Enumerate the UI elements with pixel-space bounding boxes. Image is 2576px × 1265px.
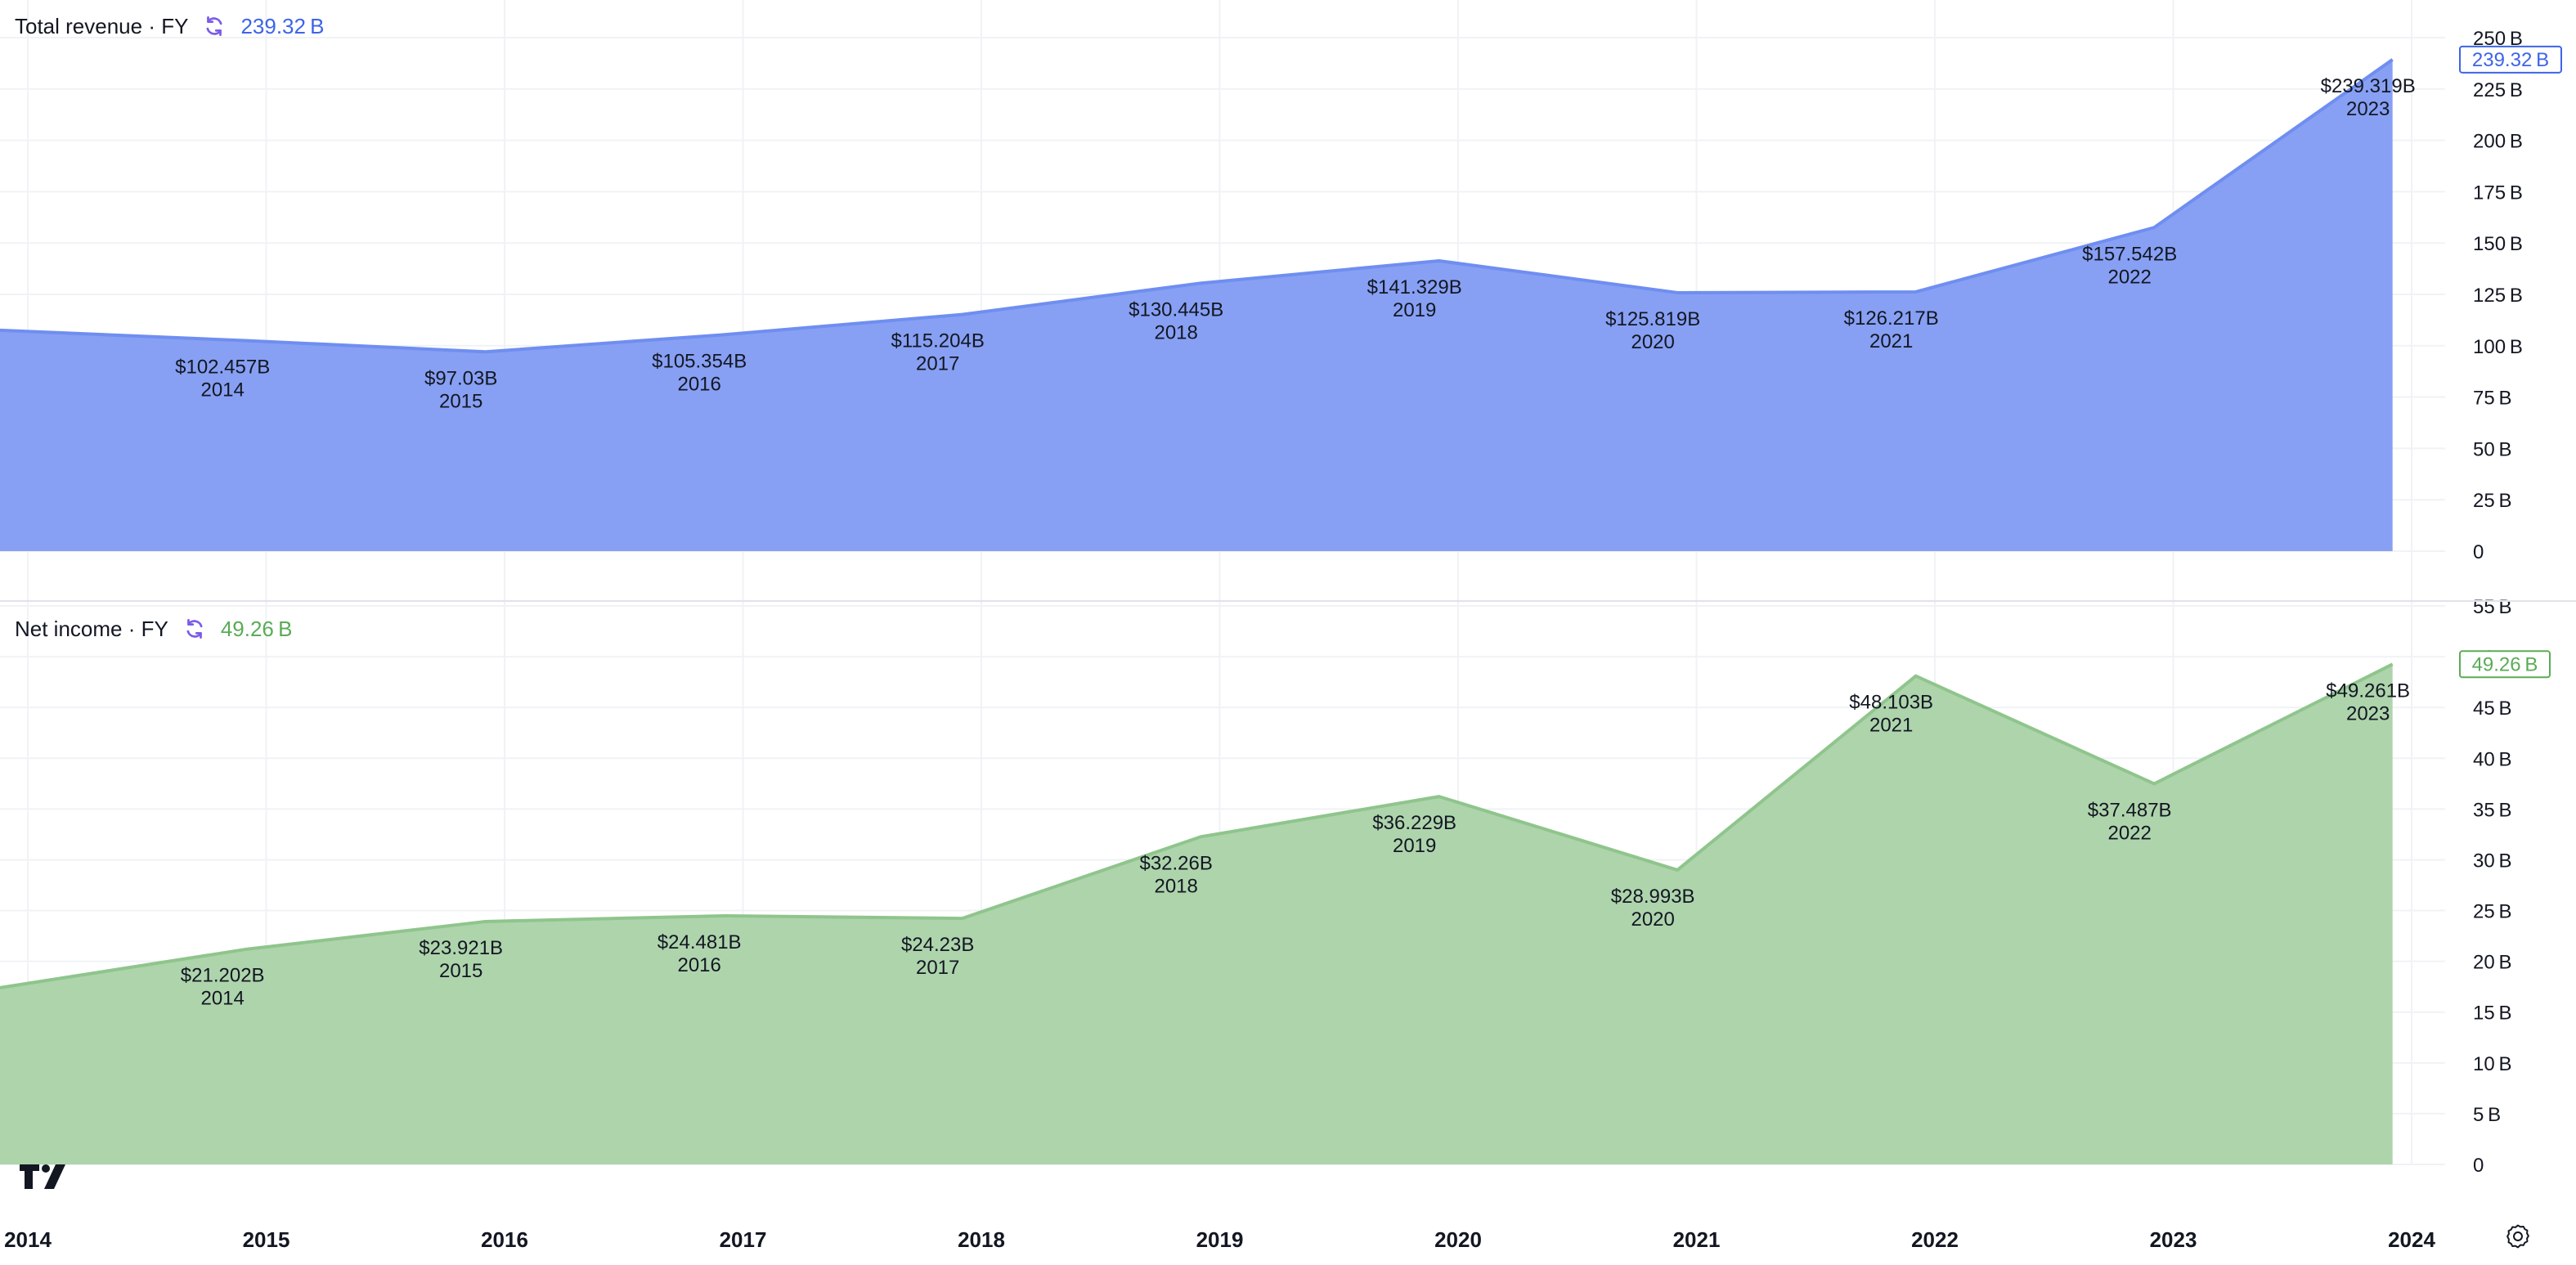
data-label-year: 2016 [677,954,720,976]
data-label-year: 2015 [439,960,482,982]
data-label-year: 2019 [1393,299,1436,321]
y-tick-label: 55 B [2473,596,2512,618]
revenue-line [0,58,2394,354]
y-tick-label: 10 B [2473,1053,2512,1075]
income-area [0,664,2393,1164]
data-label-year: 2014 [200,988,244,1010]
x-tick-label: 2017 [720,1227,767,1252]
x-tick-label: 2019 [1196,1227,1244,1252]
income-pane-value: 49.26 B [220,616,293,641]
data-label-value: $97.03B [424,367,497,389]
data-label-value: $157.542B [2082,243,2177,265]
data-label-year: 2022 [2107,266,2151,288]
data-label-value: $130.445B [1129,298,1223,321]
data-label-year: 2020 [1631,331,1674,353]
revenue-pane-header: Total revenue · FY 239.32 B [15,11,325,41]
data-label-year: 2014 [200,379,244,401]
data-label-value: $37.487B [2088,799,2172,821]
x-tick-label: 2016 [481,1227,528,1252]
data-label-value: $105.354B [652,350,747,372]
y-tick-label: 15 B [2473,1003,2512,1025]
data-label-value: $32.26B [1139,852,1212,874]
y-tick-label: 5 B [2473,1104,2501,1126]
income-line [0,662,2394,989]
y-tick-label: 25 B [2473,490,2512,512]
x-tick-label: 2021 [1673,1227,1721,1252]
y-tick-label: 30 B [2473,850,2512,872]
y-tick-label: 25 B [2473,901,2512,923]
data-label-value: $115.204B [891,330,985,352]
data-label-year: 2021 [1869,715,1913,737]
revenue-pane-title: Total revenue · FY [15,13,189,38]
y-tick-label: 75 B [2473,388,2512,410]
y-tick-label: 225 B [2473,79,2523,101]
x-tick-label: 2023 [2150,1227,2197,1252]
data-label-year: 2021 [1869,330,1913,352]
x-tick-label: 2020 [1434,1227,1482,1252]
data-label-value: $48.103B [1849,692,1933,714]
x-tick-label: 2024 [2388,1227,2435,1252]
y-tick-label: 35 B [2473,799,2512,821]
y-tick-label: 100 B [2473,336,2523,358]
data-label-value: $102.457B [175,357,270,379]
data-label-value: $23.921B [419,937,503,959]
y-tick-label: 175 B [2473,182,2523,204]
data-label-year: 2015 [439,390,482,412]
x-tick-label: 2014 [4,1227,52,1252]
income-pane-title: Net income · FY [15,616,168,641]
sync-icon[interactable] [180,614,209,644]
y-tick-label: 0 [2473,1155,2484,1177]
data-label-value: $239.319B [2321,75,2416,97]
last-value-badge [2459,650,2551,679]
data-label-value: $24.23B [901,934,974,956]
y-tick-label: 200 B [2473,131,2523,153]
y-tick-label: 40 B [2473,748,2512,770]
data-label-value: $126.217B [1844,307,1939,330]
x-tick-label: 2015 [243,1227,290,1252]
data-label-value: $36.229B [1372,812,1456,834]
data-label-value: $24.481B [657,931,742,953]
data-label-year: 2018 [1154,321,1197,343]
data-label-value: $125.819B [1605,308,1700,330]
y-tick-label: 50 B [2473,438,2512,460]
data-label-year: 2023 [2346,98,2390,120]
x-tick-label: 2022 [1911,1227,1959,1252]
last-value-label: 239.32 B [2472,49,2549,71]
data-label-value: $21.202B [181,965,265,987]
tradingview-logo-icon[interactable] [18,1161,70,1194]
data-label-year: 2023 [2346,702,2390,724]
data-label-value: $49.261B [2326,680,2410,702]
last-value-badge [2459,45,2562,74]
revenue-area [0,59,2393,551]
data-label-value: $141.329B [1367,276,1462,298]
data-label-year: 2018 [1154,875,1197,897]
data-label-year: 2017 [916,353,959,375]
y-tick-label: 125 B [2473,285,2523,307]
y-tick-label: 45 B [2473,698,2512,720]
income-pane-header: Net income · FY 49.26 B [15,614,292,644]
y-tick-label: 20 B [2473,952,2512,974]
x-tick-label: 2018 [958,1227,1005,1252]
y-tick-label: 0 [2473,541,2484,563]
y-tick-label: 150 B [2473,233,2523,255]
data-label-year: 2016 [677,373,720,395]
revenue-pane-value: 239.32 B [240,13,325,38]
data-label-value: $28.993B [1611,886,1695,908]
sync-icon[interactable] [200,11,229,41]
settings-gear-icon[interactable] [2504,1222,2532,1250]
data-label-year: 2019 [1393,835,1436,857]
last-value-label: 49.26 B [2472,653,2538,675]
data-label-year: 2017 [916,957,959,979]
data-label-year: 2020 [1631,908,1674,931]
data-label-year: 2022 [2107,822,2151,844]
